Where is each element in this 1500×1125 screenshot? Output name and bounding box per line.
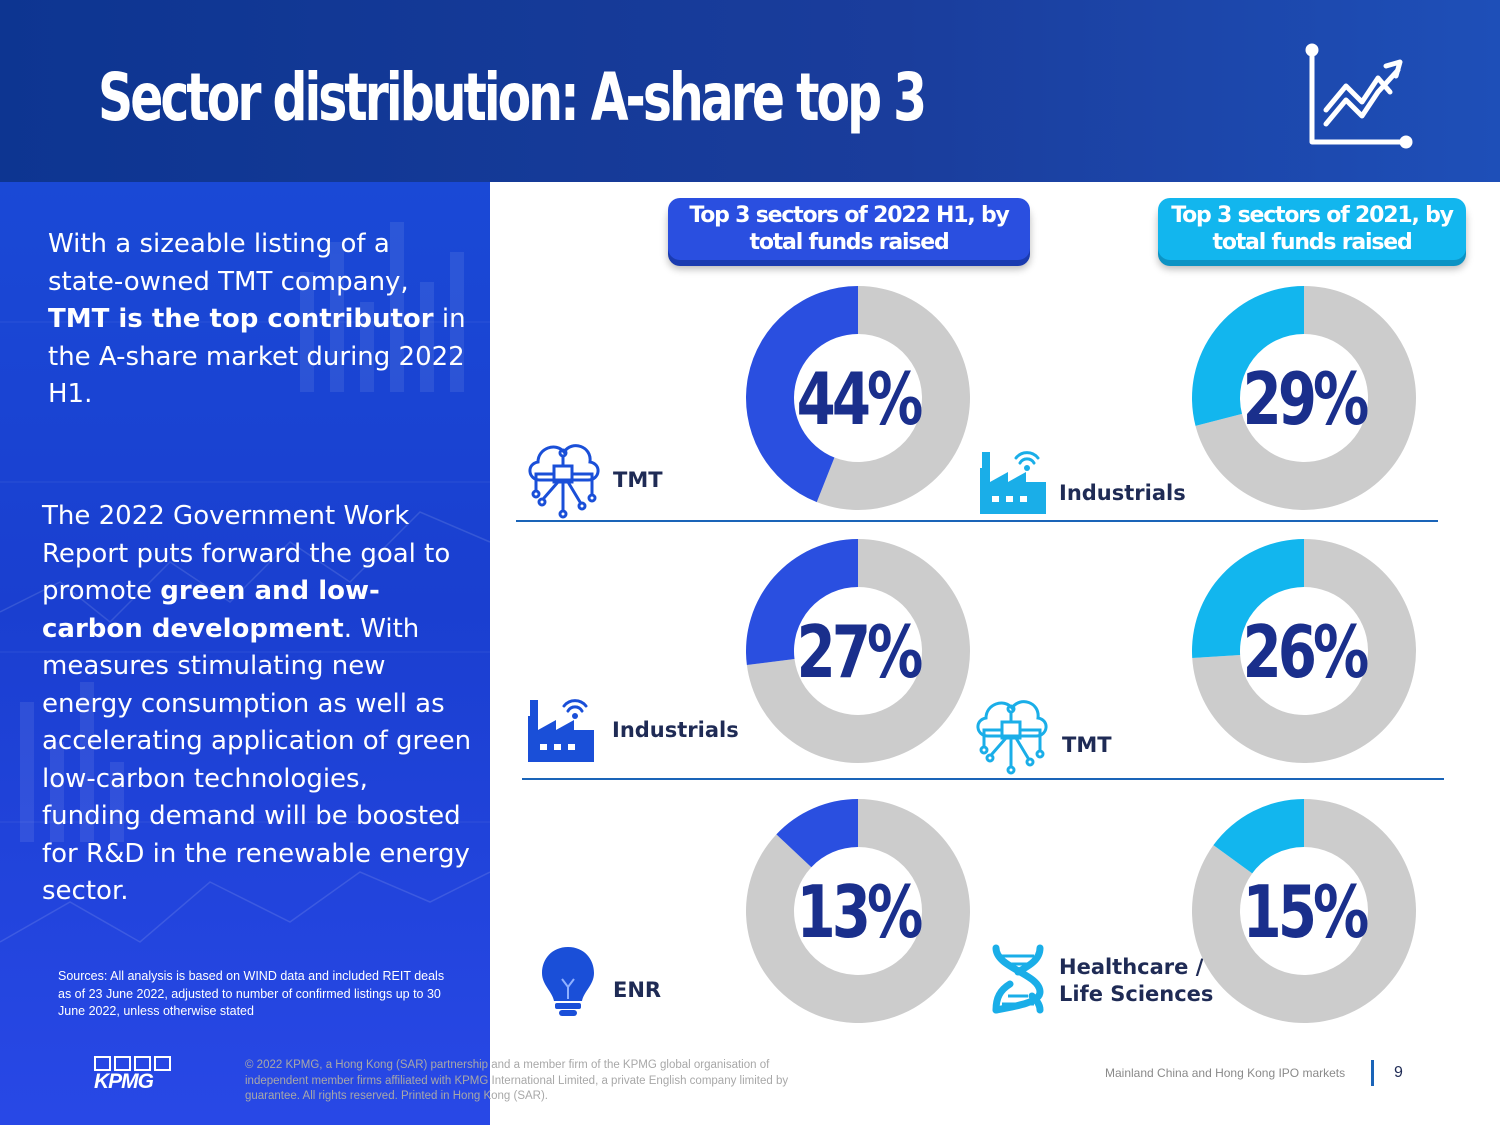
cloud-circuit-icon	[528, 444, 600, 519]
donut-segment-h1-enr	[776, 799, 858, 868]
kpmg-logo-text: KPMG	[94, 1070, 154, 1093]
policy-paragraph-run-1: green and low-carbon development	[42, 576, 380, 644]
donut-segment-2021-industrials	[1191, 286, 1304, 426]
sources-note: Sources: All analysis is based on WIND d…	[58, 969, 445, 1018]
donut-segment-h1-industrials	[746, 539, 858, 666]
donut-value-label-2021-healthcare-life-sciences: 15%	[1243, 871, 1368, 955]
kpmg-logo: KPMG	[94, 1056, 178, 1098]
sector-label-h1-3: ENR	[613, 978, 662, 1002]
sector-label-2021-1: Industrials	[1059, 481, 1186, 505]
intro-paragraph: With a sizeable listing of a state-owned…	[48, 226, 468, 414]
sector-label-2021-2: TMT	[1062, 733, 1112, 757]
donut-segment-2021-tmt	[1191, 539, 1304, 659]
sector-label-h1-2: Industrials	[612, 718, 739, 742]
page-title: Sector distribution: A-share top 3	[98, 59, 927, 136]
footer-document-title: Mainland China and Hong Kong IPO markets	[1105, 1066, 1346, 1080]
donut-value-label-2021-industrials: 29%	[1243, 358, 1368, 442]
donut-remainder-h1-tmt	[816, 286, 970, 510]
donut-value-label-h1-tmt: 44%	[797, 358, 922, 442]
dna-icon	[992, 944, 1044, 1014]
chart-title-2021: Top 3 sectors of 2021, by total funds ra…	[1158, 198, 1466, 260]
financial-background-graphic	[0, 222, 490, 943]
page-number: 9	[1394, 1064, 1403, 1081]
left-panel: With a sizeable listing of a state-owned…	[0, 182, 490, 1125]
sector-label-2021-3: Healthcare / Life Sciences	[1059, 955, 1214, 1006]
policy-paragraph-run-2: . With measures stimulating new energy c…	[42, 613, 472, 907]
donut-value-label-2021-tmt: 26%	[1243, 611, 1368, 695]
footer-copyright: © 2022 KPMG, a Hong Kong (SAR) partnersh…	[245, 1059, 789, 1102]
row-divider-1	[516, 520, 1438, 522]
donut-value-label-h1-enr: 13%	[797, 871, 922, 955]
sector-label-h1-1: TMT	[613, 468, 663, 492]
policy-paragraph-run-0: The 2022 Government Work Report puts for…	[42, 501, 451, 606]
footer-separator	[1371, 1060, 1374, 1086]
donut-remainder-2021-tmt	[1192, 539, 1416, 763]
line-chart-icon	[1305, 43, 1413, 149]
intro-paragraph-run-1: TMT is the top contributor	[48, 304, 434, 334]
cloud-circuit-icon	[976, 700, 1048, 775]
donut-segment-2021-healthcare-life-sciences	[1213, 799, 1304, 874]
intro-paragraph-run-2: in the A-share market during 2022 H1.	[48, 304, 466, 409]
policy-paragraph: The 2022 Government Work Report puts for…	[42, 498, 472, 911]
chart-title-2022-h1: Top 3 sectors of 2022 H1, by total funds…	[668, 198, 1030, 260]
factory-wifi-icon	[528, 699, 594, 762]
donut-segment-h1-tmt	[745, 286, 858, 503]
lightbulb-icon	[542, 947, 594, 1016]
donut-value-label-h1-industrials: 27%	[797, 611, 922, 695]
factory-wifi-icon	[980, 451, 1046, 514]
donut-remainder-h1-enr	[746, 799, 970, 1024]
donut-remainder-2021-industrials	[1195, 286, 1416, 510]
donut-remainder-2021-healthcare-life-sciences	[1192, 799, 1417, 1024]
row-divider-2	[522, 778, 1444, 780]
donut-remainder-h1-industrials	[746, 539, 971, 763]
intro-paragraph-run-0: With a sizeable listing of a state-owned…	[48, 229, 409, 297]
header-banner: Sector distribution: A-share top 3	[0, 0, 1500, 182]
